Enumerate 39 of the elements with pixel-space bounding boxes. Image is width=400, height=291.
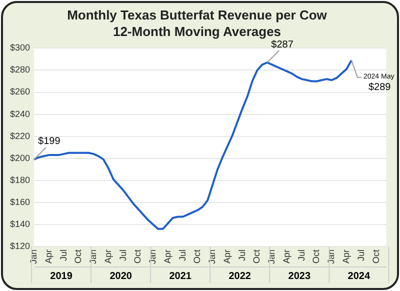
- text: 2019: [50, 270, 73, 282]
- y-tick-label: $160: [10, 196, 30, 207]
- chart-title: Monthly Texas Butterfat Revenue per Cow: [67, 7, 328, 22]
- x-tick-label: Apr: [43, 249, 54, 264]
- x-tick-label: Apr: [281, 249, 292, 264]
- chart-subtitle: 12-Month Moving Averages: [112, 24, 282, 39]
- y-tick-label: $180: [10, 174, 30, 185]
- y-tick-label: $280: [10, 64, 30, 75]
- x-tick-label: Oct: [370, 249, 381, 264]
- x-tick-label: Jul: [118, 249, 128, 262]
- x-tick-label: Jul: [356, 249, 366, 262]
- x-tick-label: Jul: [58, 249, 68, 262]
- x-tick-label: Apr: [162, 249, 172, 264]
- x-tick-label: Jul: [177, 249, 188, 262]
- x-tick-label: Oct: [132, 249, 143, 264]
- annotation: $289: [368, 82, 392, 94]
- text: 2022: [228, 270, 252, 282]
- x-tick-label: Oct: [192, 249, 202, 264]
- x-tick-label: Jul: [236, 249, 247, 262]
- x-tick-label: Apr: [222, 249, 232, 264]
- x-tick-label: Apr: [102, 249, 113, 264]
- annotation: $287: [271, 39, 294, 50]
- x-tick-label: Oct: [311, 249, 322, 264]
- y-tick-label: $300: [10, 42, 30, 53]
- text: 2023: [288, 270, 311, 282]
- y-tick-label: $200: [10, 152, 30, 163]
- y-tick-label: $220: [10, 130, 30, 141]
- y-tick-label: $240: [10, 108, 30, 119]
- x-tick-label: Oct: [252, 249, 262, 264]
- y-tick-label: $120: [10, 240, 30, 251]
- text: 2024: [348, 270, 370, 282]
- y-tick-label: $140: [10, 218, 30, 229]
- text: 2021: [169, 270, 192, 282]
- text: 2020: [110, 270, 132, 282]
- annotation: $199: [38, 136, 61, 148]
- x-tick-label: Apr: [341, 249, 351, 264]
- x-tick-label: Oct: [73, 249, 84, 264]
- y-tick-label: $260: [10, 86, 30, 97]
- x-tick-label: Jul: [296, 249, 306, 262]
